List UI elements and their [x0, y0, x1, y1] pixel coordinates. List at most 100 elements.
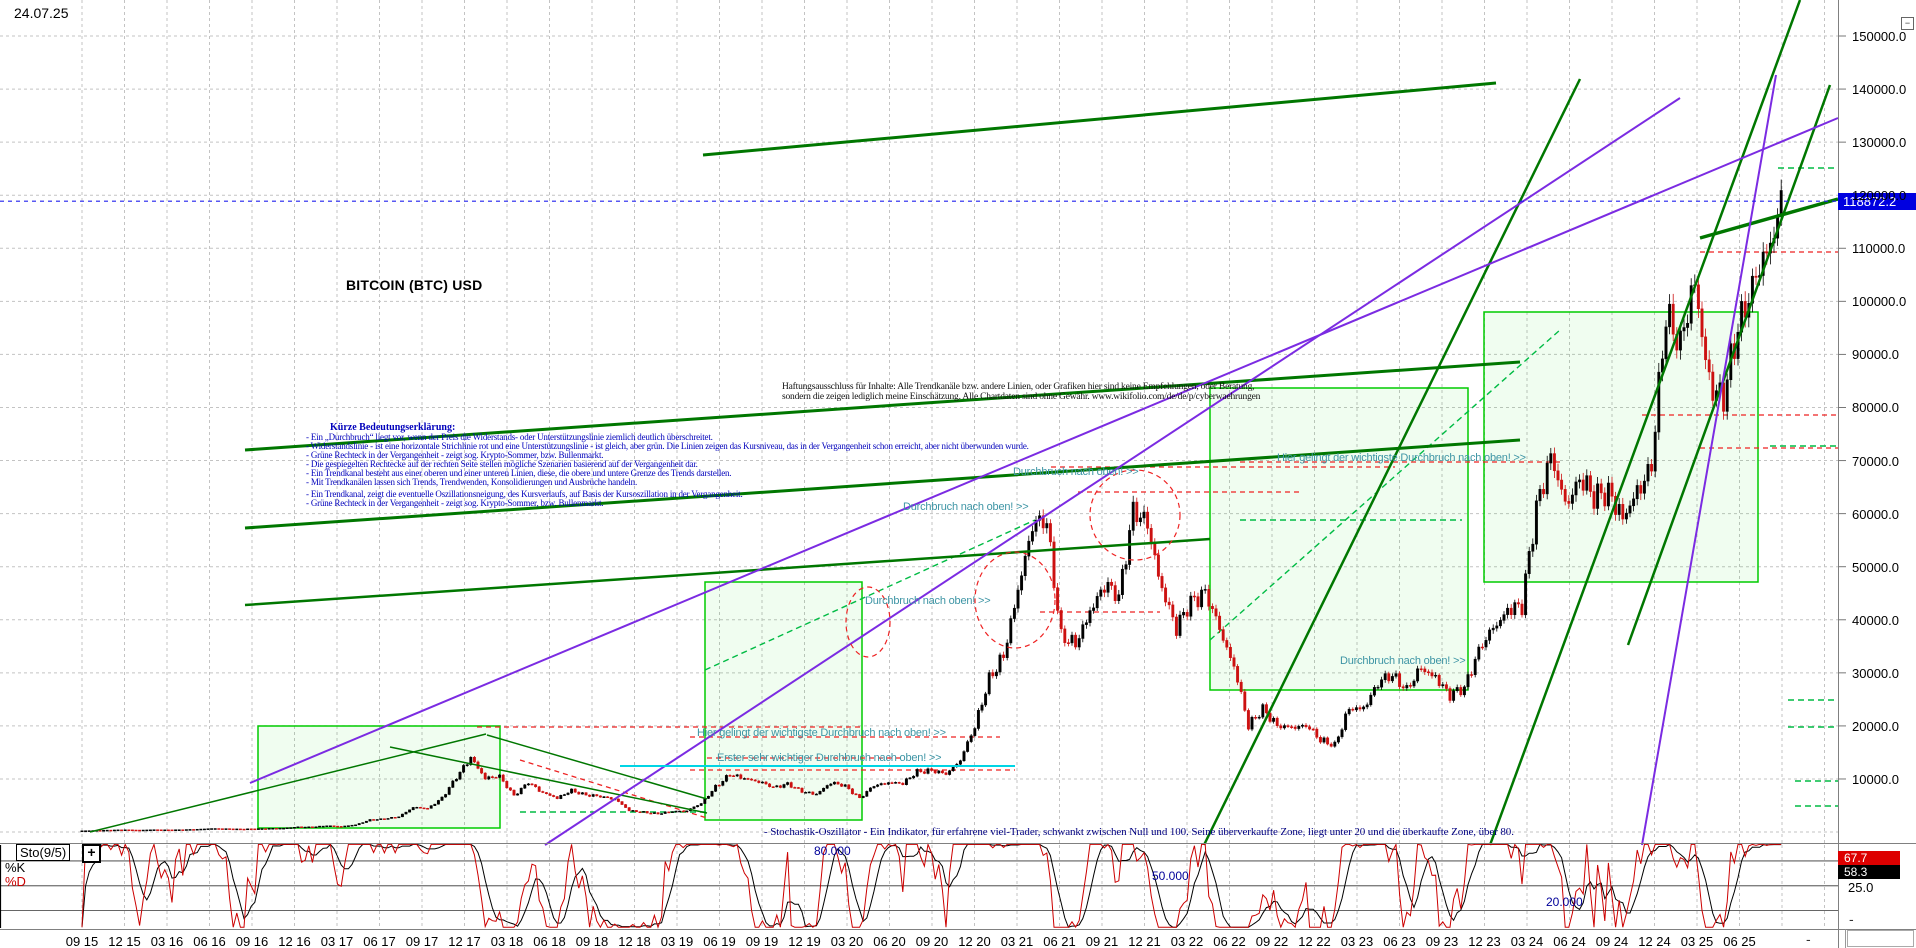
- candle-body: [710, 791, 714, 797]
- candle-body: [1200, 589, 1204, 608]
- candle-body: [663, 811, 667, 814]
- candle-body: [1606, 482, 1610, 507]
- candle-body: [1542, 489, 1546, 495]
- indicator-label[interactable]: Sto(9/5): [16, 844, 71, 861]
- candle-body: [469, 757, 473, 765]
- candle-body: [1257, 716, 1261, 719]
- zoom-out-price-button[interactable]: -: [1849, 911, 1854, 927]
- stochastic-k-value-badge: 67.7: [1838, 851, 1900, 865]
- candle-body: [415, 807, 419, 809]
- candle-body: [1455, 687, 1459, 692]
- candle-body: [566, 792, 570, 795]
- sto-k-line: [81, 842, 1782, 929]
- candle-body: [404, 811, 408, 815]
- candle-body: [501, 774, 505, 782]
- candle-body: [1538, 489, 1542, 502]
- candle-body: [159, 829, 163, 832]
- candle-body: [336, 825, 340, 828]
- candle-body: [1570, 494, 1574, 504]
- time-tick-label: 12 15: [108, 934, 141, 948]
- candle-body: [1664, 326, 1668, 360]
- time-tick-label: 09 19: [745, 934, 779, 948]
- candle-body: [1250, 716, 1254, 730]
- candle-body: [537, 786, 541, 792]
- candle-body: [206, 828, 210, 830]
- candle-body: [879, 783, 883, 786]
- trend-line-green: [89, 733, 487, 833]
- candle-body: [1214, 608, 1218, 617]
- add-indicator-button[interactable]: +: [82, 844, 101, 863]
- candle-body: [753, 779, 757, 782]
- trend-line-green: [1202, 78, 1582, 846]
- collapse-axis-button[interactable]: −: [1901, 17, 1914, 30]
- candle-body: [1552, 453, 1556, 472]
- candle-body: [1682, 327, 1686, 332]
- candle-body: [346, 825, 350, 827]
- candle-body: [1182, 612, 1186, 616]
- candle-body: [969, 735, 973, 742]
- last-price-badge: 118872.2: [1838, 193, 1916, 210]
- candle-body: [692, 806, 696, 809]
- candle-body: [1358, 707, 1362, 710]
- time-tick-label: 09 24: [1595, 934, 1629, 948]
- candle-body: [1574, 481, 1578, 496]
- candle-body: [926, 768, 930, 774]
- candle-body: [1300, 724, 1304, 727]
- candle-body: [462, 765, 466, 773]
- candle-body: [300, 826, 304, 828]
- candle-body: [1333, 741, 1337, 747]
- candle-body: [292, 827, 296, 829]
- candle-body: [818, 791, 822, 795]
- candle-body: [735, 774, 739, 777]
- candle-body: [192, 829, 196, 831]
- candle-body: [181, 829, 185, 831]
- resistance-line: [519, 759, 708, 819]
- time-tick-label: 09 23: [1425, 934, 1459, 948]
- candle-body: [271, 828, 275, 830]
- candle-body: [670, 811, 674, 813]
- candle-body: [163, 829, 167, 832]
- candle-body: [1657, 371, 1661, 433]
- time-tick-label: 03 22: [1170, 934, 1204, 948]
- candle-body: [652, 812, 656, 814]
- candle-body: [958, 760, 962, 765]
- candle-body: [1452, 690, 1456, 701]
- candle-body: [1149, 528, 1153, 545]
- trend-line-purple: [544, 97, 1681, 846]
- candle-body: [1524, 573, 1528, 616]
- time-tick-label: 12 17: [448, 934, 481, 948]
- candle-body: [1329, 743, 1333, 747]
- zoom-out-time-button[interactable]: -: [1806, 931, 1811, 947]
- candle-body: [1592, 491, 1596, 509]
- candle-body: [577, 791, 581, 795]
- candle-body: [760, 781, 764, 784]
- price-tick-label: 140000.0: [1852, 82, 1907, 98]
- candle-body: [120, 829, 124, 832]
- candle-body: [768, 783, 772, 787]
- breakout-ellipse: [845, 586, 891, 658]
- candle-body: [84, 830, 88, 832]
- candle-body: [696, 805, 700, 808]
- candle-body: [130, 829, 134, 832]
- candle-body: [789, 782, 793, 788]
- candle-body: [303, 826, 307, 829]
- chart-date-label: 24.07.25: [14, 5, 69, 21]
- price-tick-label: 100000.0: [1852, 294, 1907, 310]
- candle-body: [822, 787, 826, 792]
- candle-body: [397, 816, 401, 819]
- candle-body: [217, 828, 221, 830]
- candle-body: [908, 777, 912, 780]
- candle-body: [1509, 607, 1513, 615]
- candle-body: [742, 778, 746, 780]
- candle-body: [408, 809, 412, 813]
- candle-body: [224, 828, 228, 830]
- candle-body: [1646, 464, 1650, 482]
- candle-body: [1218, 615, 1222, 630]
- candle-body: [1196, 596, 1200, 608]
- candle-body: [591, 794, 595, 797]
- candle-body: [170, 829, 174, 832]
- candle-body: [764, 781, 768, 785]
- support-line: [1209, 329, 1561, 641]
- candle-body: [1484, 640, 1488, 648]
